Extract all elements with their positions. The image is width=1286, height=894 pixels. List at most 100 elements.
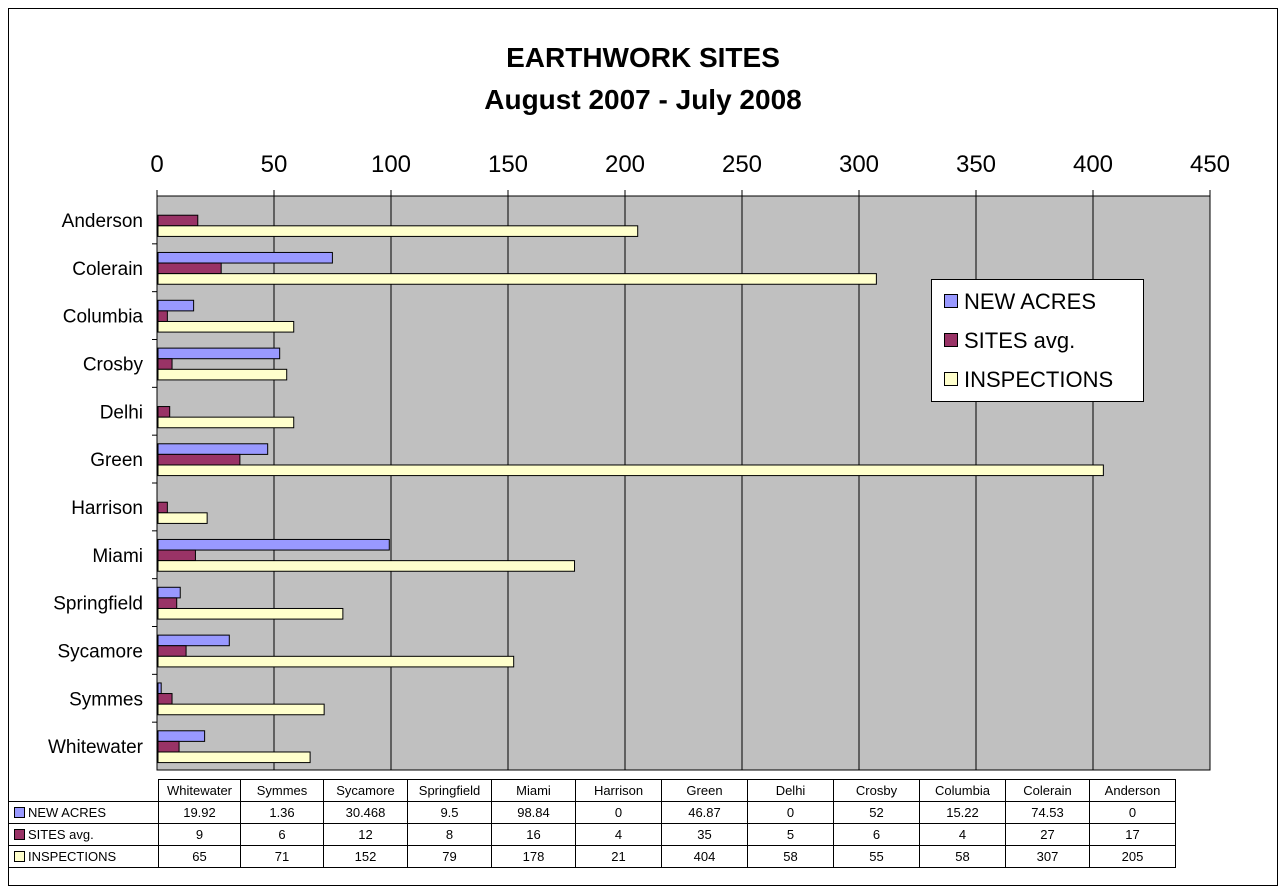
table-cell-sites-avg-crosby: 6 <box>833 823 920 846</box>
table-cell-new-acres-delhi: 0 <box>747 801 834 824</box>
table-header-row: Whitewater Symmes Sycamore Springfield Miami… <box>8 779 1176 802</box>
table-cell-inspections-delhi: 58 <box>747 845 834 868</box>
bar-sites-avg-columbia <box>157 310 168 322</box>
chart-title: EARTHWORK SITES <box>506 42 780 73</box>
legend-label-inspections: INSPECTIONS <box>964 367 1114 392</box>
bar-sites-avg-miami <box>157 549 196 562</box>
bar-inspections-symmes <box>157 703 325 716</box>
table-corner <box>8 780 159 802</box>
table-header-delhi: Delhi <box>747 779 834 802</box>
category-label-symmes: Symmes <box>69 689 143 710</box>
category-label-anderson: Anderson <box>62 211 143 232</box>
bar-inspections-harrison <box>157 512 208 524</box>
category-label-miami: Miami <box>92 546 143 567</box>
category-label-whitewater: Whitewater <box>48 737 144 758</box>
legend-item-sites-avg: SITES avg. <box>944 328 1075 354</box>
x-tick-label-150: 150 <box>488 151 528 178</box>
table-cell-sites-avg-miami: 16 <box>491 823 576 846</box>
table-cell-inspections-columbia: 58 <box>919 845 1006 868</box>
bar-new-acres-crosby <box>157 347 281 360</box>
table-cell-inspections-springfield: 79 <box>407 845 492 868</box>
bar-sites-avg-whitewater <box>157 740 180 753</box>
table-cell-inspections-symmes: 71 <box>240 845 324 868</box>
table-header-symmes: Symmes <box>240 779 324 802</box>
bar-sites-avg-springfield <box>157 597 178 609</box>
bar-new-acres-symmes <box>157 682 162 695</box>
table-row-label-inspections: INSPECTIONS <box>8 845 159 868</box>
table-cell-inspections-whitewater: 65 <box>158 845 241 868</box>
x-tick-label-0: 0 <box>150 151 163 178</box>
data-table: Whitewater Symmes Sycamore Springfield Miami… <box>8 779 1176 868</box>
table-header-colerain: Colerain <box>1005 779 1090 802</box>
table-series-name: NEW ACRES <box>28 805 107 820</box>
bar-sites-avg-delhi <box>157 406 171 418</box>
table-header-sycamore: Sycamore <box>323 779 408 802</box>
table-cell-sites-avg-colerain: 27 <box>1005 823 1090 846</box>
x-tick-label-400: 400 <box>1073 151 1113 178</box>
category-label-springfield: Springfield <box>53 594 143 615</box>
table-cell-sites-avg-delhi: 5 <box>747 823 834 846</box>
bar-inspections-delhi <box>157 416 295 429</box>
table-swatch-inspections <box>14 851 25 862</box>
table-cell-new-acres-green: 46.87 <box>661 801 748 824</box>
chart-subtitle: August 2007 - July 2008 <box>484 84 802 115</box>
category-label-crosby: Crosby <box>83 354 144 375</box>
table-header-anderson: Anderson <box>1089 779 1176 802</box>
table-cell-new-acres-colerain: 74.53 <box>1005 801 1090 824</box>
legend: NEW ACRES SITES avg. INSPECTIONS <box>931 279 1144 402</box>
legend-swatch-sites-avg <box>944 333 958 347</box>
x-tick-label-450: 450 <box>1190 151 1230 178</box>
table-row: INSPECTIONS 65 71 152 79 178 21 404 58 55 58 307 205 <box>8 845 1176 868</box>
table-cell-inspections-anderson: 205 <box>1089 845 1176 868</box>
category-label-sycamore: Sycamore <box>57 641 143 662</box>
table-row: NEW ACRES 19.92 1.36 30.468 9.5 98.84 0 46.87 0 5… <box>8 801 1176 824</box>
table-series-name: INSPECTIONS <box>28 849 117 864</box>
x-tick-label-50: 50 <box>261 151 288 178</box>
table-header-whitewater: Whitewater <box>158 779 241 802</box>
bar-sites-avg-symmes <box>157 693 173 705</box>
table-header-columbia: Columbia <box>919 779 1006 802</box>
bar-inspections-anderson <box>157 225 639 237</box>
x-tick-label-350: 350 <box>956 151 996 178</box>
table-cell-inspections-miami: 178 <box>491 845 576 868</box>
bar-sites-avg-anderson <box>157 214 199 227</box>
legend-swatch-new-acres <box>944 294 958 308</box>
table-cell-new-acres-sycamore: 30.468 <box>323 801 408 824</box>
table-cell-new-acres-whitewater: 19.92 <box>158 801 241 824</box>
table-swatch-new-acres <box>14 807 25 818</box>
table-header-crosby: Crosby <box>833 779 920 802</box>
table-cell-sites-avg-symmes: 6 <box>240 823 324 846</box>
table-series-name: SITES avg. <box>28 827 94 842</box>
bar-inspections-green <box>157 464 1104 477</box>
table-cell-inspections-crosby: 55 <box>833 845 920 868</box>
x-tick-label-200: 200 <box>605 151 645 178</box>
table-cell-inspections-harrison: 21 <box>575 845 662 868</box>
table-cell-sites-avg-harrison: 4 <box>575 823 662 846</box>
bar-inspections-crosby <box>157 368 288 381</box>
table-cell-new-acres-columbia: 15.22 <box>919 801 1006 824</box>
bar-sites-avg-green <box>157 453 241 466</box>
table-cell-inspections-sycamore: 152 <box>323 845 408 868</box>
table-row-label-sites-avg: SITES avg. <box>8 823 159 846</box>
table-header-green: Green <box>661 779 748 802</box>
table-cell-new-acres-miami: 98.84 <box>491 801 576 824</box>
category-label-colerain: Colerain <box>72 259 143 280</box>
legend-swatch-inspections <box>944 372 958 386</box>
x-tick-label-250: 250 <box>722 151 762 178</box>
bar-sites-avg-harrison <box>157 501 168 514</box>
legend-item-inspections: INSPECTIONS <box>944 367 1113 393</box>
table-header-harrison: Harrison <box>575 779 662 802</box>
bar-inspections-whitewater <box>157 751 311 764</box>
table-cell-inspections-green: 404 <box>661 845 748 868</box>
legend-item-new-acres: NEW ACRES <box>944 289 1096 315</box>
legend-label-new-acres: NEW ACRES <box>964 289 1097 314</box>
table-cell-sites-avg-green: 35 <box>661 823 748 846</box>
table-cell-new-acres-anderson: 0 <box>1089 801 1176 824</box>
bar-inspections-springfield <box>157 607 344 620</box>
category-label-delhi: Delhi <box>100 402 143 423</box>
table-cell-sites-avg-anderson: 17 <box>1089 823 1176 846</box>
bar-new-acres-sycamore <box>157 634 230 647</box>
table-cell-new-acres-symmes: 1.36 <box>240 801 324 824</box>
category-label-green: Green <box>90 450 143 471</box>
